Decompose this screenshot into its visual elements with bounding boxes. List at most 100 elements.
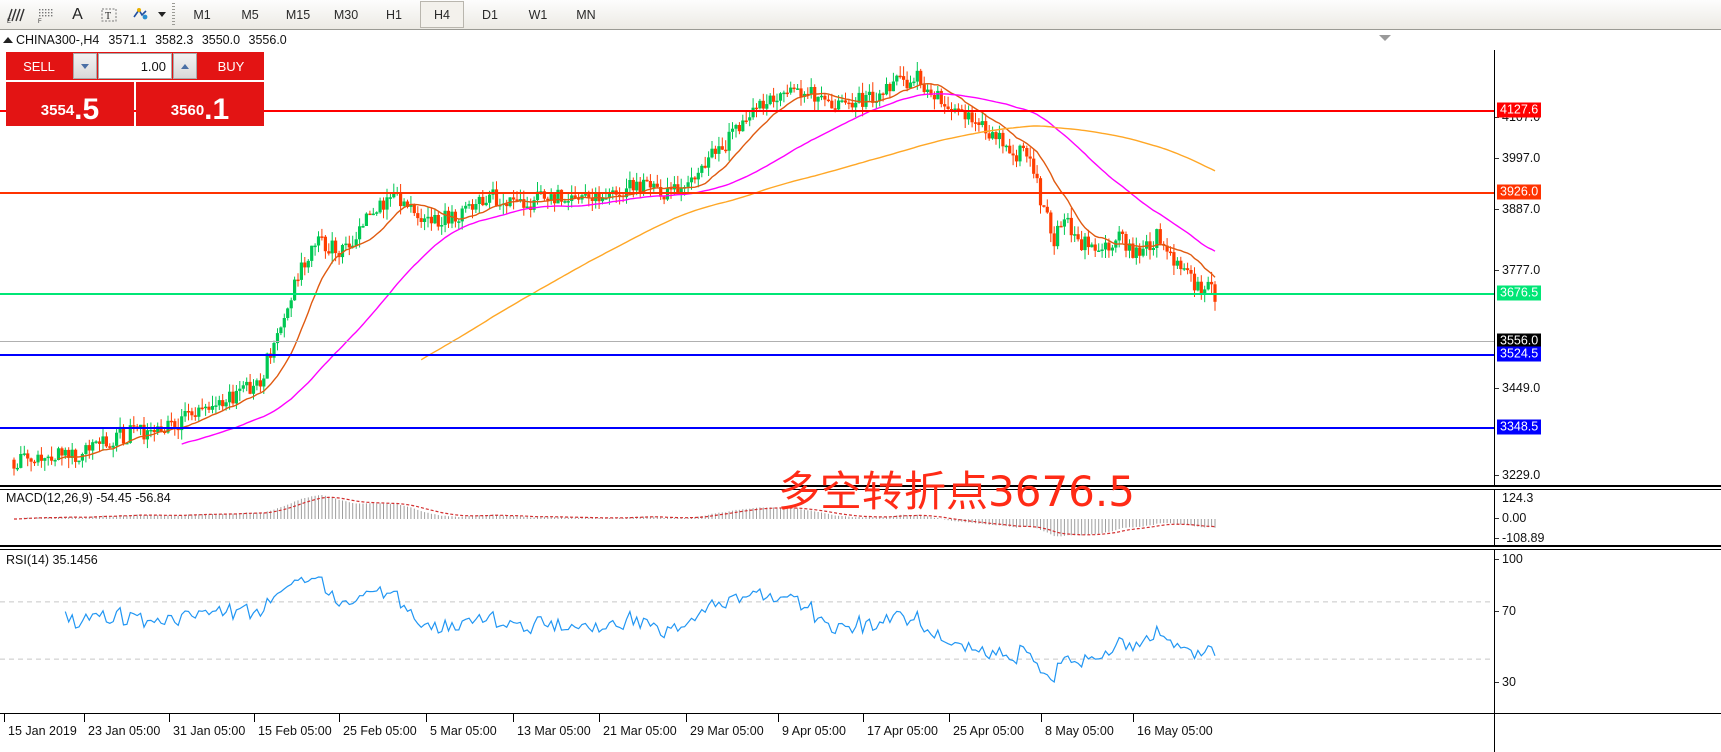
svg-text:T: T bbox=[105, 11, 111, 22]
price-level-tag-3524.5[interactable]: 3524.5 bbox=[1497, 346, 1542, 362]
rsi-series-svg bbox=[0, 576, 1495, 684]
rsi-tick-label: 100 bbox=[1502, 552, 1523, 566]
time-tick bbox=[339, 714, 340, 722]
one-click-trading-panel: SELL 1.00 BUY 3554 .5 3560 .1 bbox=[6, 52, 264, 126]
price-level-line-3926.0[interactable] bbox=[0, 192, 1495, 194]
collapse-chart-icon[interactable] bbox=[1379, 32, 1391, 44]
price-tick bbox=[1495, 270, 1499, 271]
time-tick bbox=[863, 714, 864, 722]
price-level-tag-3556.0[interactable]: 3556.0 bbox=[1497, 333, 1542, 349]
sell-price-decimal: .5 bbox=[74, 93, 100, 126]
price-level-tag-3676.5[interactable]: 3676.5 bbox=[1497, 285, 1542, 301]
time-labels-area: 15 Jan 2019 23 Jan 05:00 31 Jan 05:00 15 Fe… bbox=[0, 714, 1495, 752]
price-level-tag-3926.0[interactable]: 3926.0 bbox=[1497, 184, 1542, 200]
price-level-line-3556.0[interactable] bbox=[0, 341, 1495, 342]
sell-price-display[interactable]: 3554 .5 bbox=[6, 80, 134, 126]
rsi-tick-label: 30 bbox=[1502, 675, 1516, 689]
rsi-tick-label: 70 bbox=[1502, 604, 1516, 618]
time-axis-corner bbox=[1494, 714, 1721, 752]
volume-stepper: 1.00 bbox=[72, 52, 198, 80]
macd-title: MACD(12,26,9) -54.45 -56.84 bbox=[6, 491, 171, 505]
time-tick-label: 5 Mar 05:00 bbox=[430, 724, 497, 738]
time-tick-label: 21 Mar 05:00 bbox=[603, 724, 677, 738]
rsi-tick bbox=[1495, 682, 1499, 683]
timeframe-h1-button[interactable]: H1 bbox=[386, 7, 402, 22]
price-level-line-3524.5[interactable] bbox=[0, 354, 1495, 356]
rsi-title: RSI(14) 35.1456 bbox=[6, 553, 98, 567]
macd-tick bbox=[1495, 518, 1499, 519]
price-tick bbox=[1495, 388, 1499, 389]
price-level-line-3348.5[interactable] bbox=[0, 427, 1495, 429]
timeframe-group: M1 M5 M15 M30 H1 H4 D1 W1 MN bbox=[178, 1, 610, 28]
macd-tick-label: 0.00 bbox=[1502, 511, 1527, 525]
timeframe-m5-button[interactable]: M5 bbox=[241, 7, 259, 22]
timeframe-d1-button[interactable]: D1 bbox=[482, 7, 498, 22]
time-tick bbox=[778, 714, 779, 722]
toolbar-separator bbox=[169, 1, 178, 28]
time-tick bbox=[84, 714, 85, 722]
chart-annotation-text: 多空转折点3676.5 bbox=[778, 467, 1135, 516]
sell-button[interactable]: SELL bbox=[6, 52, 72, 80]
macd-plot-area[interactable] bbox=[0, 490, 1495, 545]
indicators-icon[interactable]: E bbox=[0, 1, 31, 28]
timeframe-m30-button[interactable]: M30 bbox=[333, 7, 359, 22]
timeframe-m15-button[interactable]: M15 bbox=[285, 7, 311, 22]
buy-price-decimal: .1 bbox=[204, 93, 230, 126]
timeframe-m1-button[interactable]: M1 bbox=[193, 7, 211, 22]
text-icon[interactable]: A bbox=[72, 5, 83, 23]
time-tick-label: 9 Apr 05:00 bbox=[782, 724, 846, 738]
timeframe-h4-button[interactable]: H4 bbox=[420, 1, 464, 28]
sell-price-integer: 3554 bbox=[40, 102, 75, 119]
buy-price-display[interactable]: 3560 .1 bbox=[136, 80, 264, 126]
time-tick-label: 15 Jan 2019 bbox=[8, 724, 77, 738]
volume-decrease-button[interactable] bbox=[73, 53, 97, 79]
time-tick bbox=[426, 714, 427, 722]
time-tick bbox=[4, 714, 5, 722]
rsi-axis: 100 70 30 bbox=[1494, 550, 1721, 713]
rsi-plot-area[interactable] bbox=[0, 550, 1495, 713]
time-tick bbox=[1041, 714, 1042, 722]
macd-axis: 124.3 0.00 -108.89 bbox=[1494, 490, 1721, 545]
ohlc-close: 3556.0 bbox=[248, 33, 287, 47]
time-tick bbox=[513, 714, 514, 722]
timeframe-w1-button[interactable]: W1 bbox=[528, 7, 548, 22]
price-level-tag-3348.5[interactable]: 3348.5 bbox=[1497, 419, 1542, 435]
price-chart-pane[interactable]: 4107.03997.03887.03777.03449.03229.03121… bbox=[0, 50, 1721, 527]
buy-price-integer: 3560 bbox=[170, 102, 205, 119]
time-tick bbox=[254, 714, 255, 722]
price-level-line-3676.5[interactable] bbox=[0, 293, 1495, 295]
grid-icon[interactable]: F bbox=[31, 1, 62, 28]
time-tick-label: 15 Feb 05:00 bbox=[258, 724, 332, 738]
price-axis[interactable]: 4107.03997.03887.03777.03449.03229.03121… bbox=[1494, 50, 1721, 527]
price-tick-label: 3997.0 bbox=[1502, 151, 1541, 165]
ohlc-low: 3550.0 bbox=[201, 33, 241, 47]
rsi-pane[interactable]: RSI(14) 35.1456 100 70 30 bbox=[0, 549, 1721, 714]
time-tick bbox=[686, 714, 687, 722]
time-tick-label: 25 Apr 05:00 bbox=[953, 724, 1024, 738]
time-tick-label: 29 Mar 05:00 bbox=[690, 724, 764, 738]
price-level-tag-4127.6[interactable]: 4127.6 bbox=[1497, 102, 1542, 118]
time-axis-pane[interactable]: 15 Jan 2019 23 Jan 05:00 31 Jan 05:00 15 Fe… bbox=[0, 714, 1721, 752]
svg-text:E: E bbox=[7, 19, 11, 25]
price-tick bbox=[1495, 117, 1499, 118]
time-tick bbox=[949, 714, 950, 722]
buy-button[interactable]: BUY bbox=[198, 52, 264, 80]
ohlc-open: 3571.1 bbox=[108, 33, 147, 47]
rsi-tick bbox=[1495, 559, 1499, 560]
chevron-down-icon[interactable] bbox=[155, 1, 169, 28]
price-tick-label: 3887.0 bbox=[1502, 202, 1541, 216]
timeframe-mn-button[interactable]: MN bbox=[576, 7, 596, 22]
objects-icon[interactable] bbox=[124, 1, 155, 28]
time-tick bbox=[1133, 714, 1134, 722]
label-icon[interactable]: T bbox=[93, 1, 124, 28]
price-level-line-4127.6[interactable] bbox=[0, 110, 1495, 112]
price-plot-area[interactable] bbox=[0, 50, 1495, 485]
price-tick bbox=[1495, 158, 1499, 159]
macd-pane[interactable]: MACD(12,26,9) -54.45 -56.84 124.3 0.00 -10… bbox=[0, 489, 1721, 547]
volume-input[interactable]: 1.00 bbox=[98, 53, 172, 79]
time-tick-label: 13 Mar 05:00 bbox=[517, 724, 591, 738]
macd-tick bbox=[1495, 538, 1499, 539]
volume-increase-button[interactable] bbox=[173, 53, 197, 79]
time-tick-label: 25 Feb 05:00 bbox=[343, 724, 417, 738]
macd-tick-label: -108.89 bbox=[1502, 531, 1545, 545]
